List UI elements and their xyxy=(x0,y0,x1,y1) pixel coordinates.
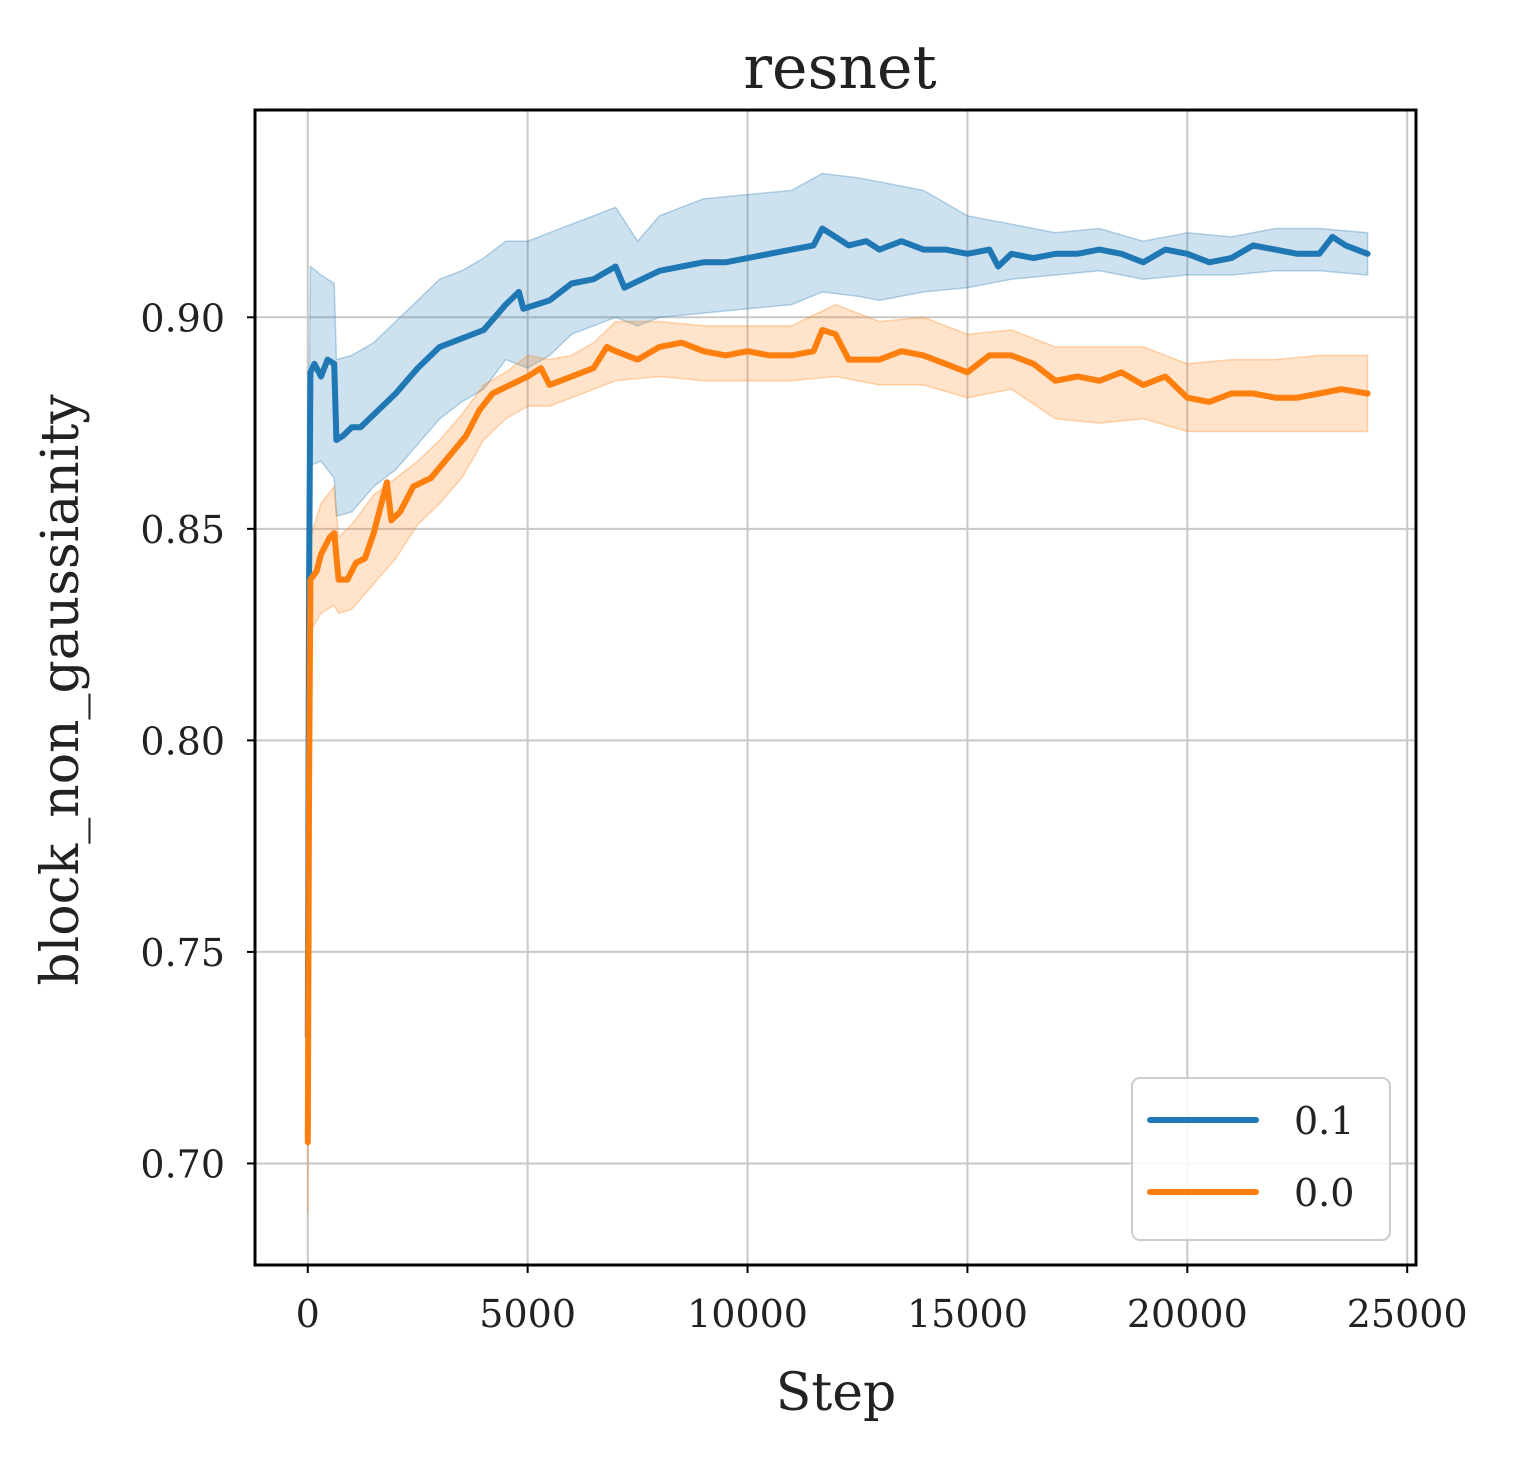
y-axis-ticks: 0.70 0.75 0.80 0.85 0.90 xyxy=(140,296,255,1186)
y-tick-label: 0.90 xyxy=(140,296,225,340)
grid xyxy=(255,110,1416,1265)
series-line-0.0 xyxy=(304,327,1371,1146)
y-tick-label: 0.80 xyxy=(140,719,225,763)
x-tick-label: 15000 xyxy=(907,1292,1028,1336)
y-tick-label: 0.70 xyxy=(140,1142,225,1186)
legend: 0.1 0.0 xyxy=(1131,1077,1391,1241)
y-axis-label: block_non_gaussianity xyxy=(31,394,91,986)
x-tick-label: 10000 xyxy=(687,1292,808,1336)
y-tick-label: 0.75 xyxy=(140,931,225,975)
x-tick-label: 25000 xyxy=(1347,1292,1468,1336)
y-tick-label: 0.85 xyxy=(140,508,225,552)
chart-title: resnet xyxy=(743,33,936,103)
series-line-0.1 xyxy=(304,225,1371,1040)
x-axis-ticks: 0 5000 10000 15000 20000 25000 xyxy=(296,1265,1468,1336)
band-0.1 xyxy=(307,172,1369,1101)
x-tick-label: 0 xyxy=(296,1292,320,1336)
legend-label-0.1: 0.1 xyxy=(1294,1099,1354,1143)
x-tick-label: 20000 xyxy=(1127,1292,1248,1336)
legend-label-0.0: 0.0 xyxy=(1294,1171,1354,1215)
x-tick-label: 5000 xyxy=(479,1292,576,1336)
x-axis-label: Step xyxy=(776,1363,897,1423)
series-lines xyxy=(304,225,1371,1146)
plot-frame xyxy=(253,108,1418,1267)
